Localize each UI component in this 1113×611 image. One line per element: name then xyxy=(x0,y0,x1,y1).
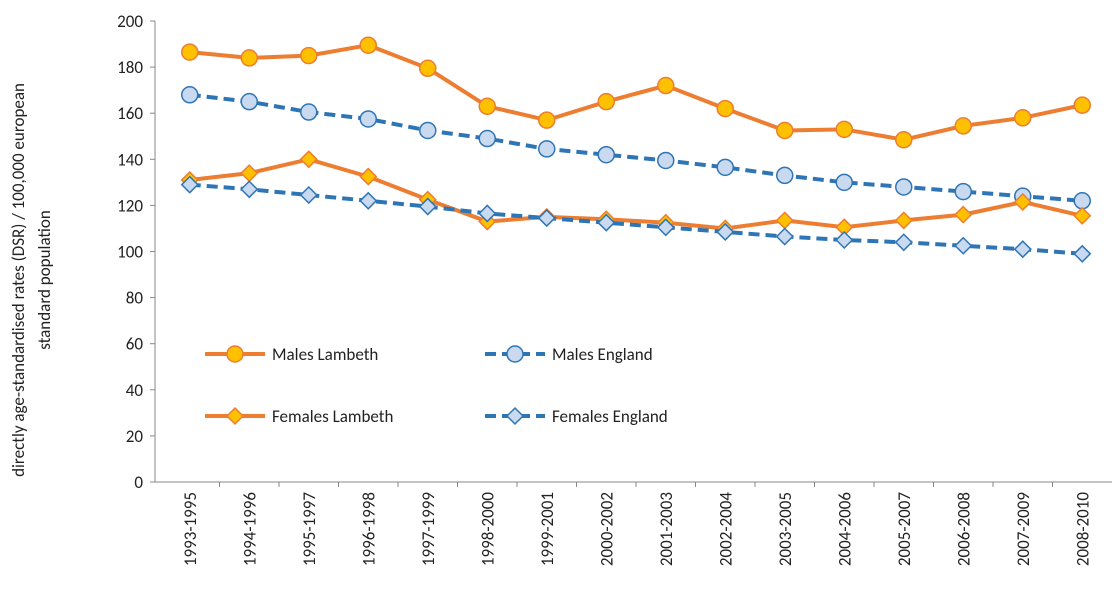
point-circle xyxy=(181,43,199,61)
legend-label: Females England xyxy=(552,406,668,427)
point-diamond xyxy=(775,227,794,246)
y-tick-label: 60 xyxy=(126,334,144,355)
x-tick-label: 1993-1995 xyxy=(180,492,201,566)
x-tick-label: 1996-1998 xyxy=(358,492,379,566)
point-circle xyxy=(359,36,377,54)
point-diamond xyxy=(954,236,973,255)
legend-label: Males Lambeth xyxy=(272,344,378,365)
series-line xyxy=(189,157,1083,231)
point-diamond xyxy=(716,222,735,241)
x-tick-label: 1998-2000 xyxy=(477,492,498,567)
point-diamond xyxy=(954,205,973,224)
point-circle xyxy=(359,110,377,128)
point-circle xyxy=(776,121,794,140)
y-tick-label: 100 xyxy=(117,242,143,263)
point-circle xyxy=(716,99,734,118)
point-circle xyxy=(835,173,853,192)
point-diamond xyxy=(180,175,199,194)
x-tick-label: 2005-2007 xyxy=(894,492,915,567)
point-circle xyxy=(657,151,675,170)
point-circle xyxy=(419,59,437,78)
x-tick-label: 1994-1996 xyxy=(239,492,260,567)
point-circle xyxy=(181,86,199,104)
point-circle xyxy=(300,46,318,65)
point-circle xyxy=(1073,192,1091,210)
point-circle xyxy=(895,178,913,196)
y-tick-label: 0 xyxy=(134,472,143,493)
point-circle xyxy=(835,120,853,139)
legend-circle xyxy=(226,345,244,363)
point-diamond xyxy=(597,213,616,232)
x-tick-label: 2007-2009 xyxy=(1013,492,1034,567)
point-circle xyxy=(538,140,556,158)
point-diamond xyxy=(240,180,259,199)
point-circle xyxy=(240,49,258,67)
y-tick-label: 140 xyxy=(117,149,143,170)
point-diamond xyxy=(1013,192,1032,212)
point-diamond xyxy=(537,209,556,228)
x-tick-label: 1999-2001 xyxy=(537,492,558,566)
series-line xyxy=(189,182,1083,256)
x-tick-label: 2000-2002 xyxy=(596,492,617,566)
x-tick-label: 2002-2004 xyxy=(715,492,736,567)
point-diamond xyxy=(359,167,378,186)
legend-label: Females Lambeth xyxy=(272,406,393,427)
point-circle xyxy=(240,92,258,111)
x-tick-label: 2006-2008 xyxy=(953,492,974,566)
point-diamond xyxy=(478,204,497,223)
x-tick-label: 1995-1997 xyxy=(299,492,320,567)
point-circle xyxy=(1073,96,1091,114)
point-circle xyxy=(478,97,496,116)
point-circle xyxy=(895,130,913,149)
y-axis-label: standard population xyxy=(34,210,55,350)
y-tick-label: 180 xyxy=(117,57,143,78)
series-line xyxy=(189,92,1083,203)
legend-circle xyxy=(506,345,524,363)
x-tick-label: 2008-2010 xyxy=(1072,492,1093,567)
point-circle xyxy=(478,129,496,148)
point-diamond xyxy=(656,218,675,237)
x-tick-label: 2004-2006 xyxy=(834,492,855,567)
point-circle xyxy=(716,158,734,177)
point-diamond xyxy=(894,233,913,252)
y-tick-label: 40 xyxy=(126,380,144,401)
point-circle xyxy=(597,92,615,111)
legend-label: Males England xyxy=(552,344,653,365)
point-diamond xyxy=(835,230,854,250)
point-diamond xyxy=(299,185,318,205)
point-circle xyxy=(538,111,556,129)
point-circle xyxy=(300,103,318,121)
y-tick-label: 200 xyxy=(117,11,143,32)
point-circle xyxy=(776,166,794,185)
point-circle xyxy=(1014,109,1032,127)
point-circle xyxy=(597,145,615,164)
point-diamond xyxy=(1073,206,1092,225)
x-tick-label: 2003-2005 xyxy=(775,492,796,566)
x-tick-label: 2001-2003 xyxy=(656,492,677,566)
point-circle xyxy=(419,121,437,140)
x-tick-label: 1997-1999 xyxy=(418,492,439,567)
point-diamond xyxy=(1013,240,1032,259)
legend-diamond xyxy=(225,406,245,426)
point-diamond xyxy=(1073,244,1092,263)
series-line xyxy=(189,43,1083,142)
y-tick-label: 80 xyxy=(126,288,144,309)
legend-diamond xyxy=(505,406,525,426)
y-axis-label: directly age-standardised rates (DSR) / … xyxy=(8,83,29,477)
point-circle xyxy=(657,76,675,95)
point-diamond xyxy=(894,211,913,230)
y-tick-label: 160 xyxy=(117,103,143,124)
y-tick-label: 20 xyxy=(126,426,144,447)
point-diamond xyxy=(299,150,318,169)
point-diamond xyxy=(240,164,259,183)
point-diamond xyxy=(359,191,378,210)
point-diamond xyxy=(775,211,794,230)
point-diamond xyxy=(418,197,437,216)
y-tick-label: 120 xyxy=(117,195,143,216)
point-circle xyxy=(954,117,972,135)
point-circle xyxy=(954,182,972,201)
